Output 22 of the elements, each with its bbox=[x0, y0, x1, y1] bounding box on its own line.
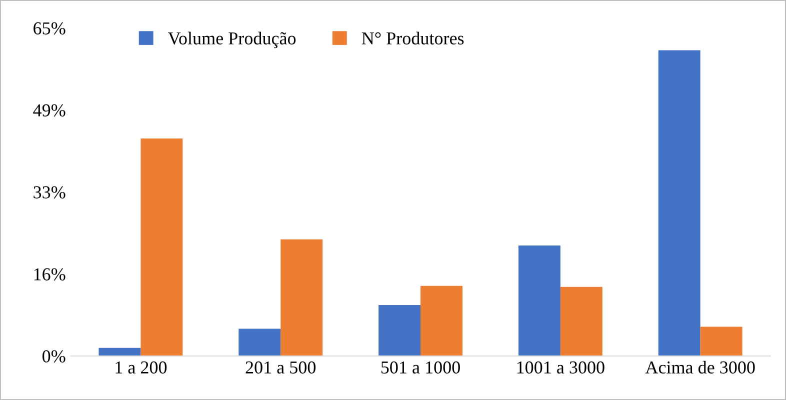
bar bbox=[518, 245, 560, 356]
legend-label: Volume Produção bbox=[168, 32, 296, 48]
y-tick-label: 65% bbox=[34, 22, 66, 34]
bar bbox=[420, 286, 462, 356]
bar bbox=[700, 326, 742, 356]
bar bbox=[560, 286, 602, 356]
x-tick-label: 501 a 1000 bbox=[381, 361, 460, 374]
bar bbox=[658, 50, 700, 356]
bar bbox=[238, 328, 281, 356]
legend-label: N° Produtores bbox=[362, 32, 464, 44]
bar bbox=[140, 138, 183, 356]
y-tick-label: 16% bbox=[34, 268, 66, 280]
bar bbox=[280, 239, 323, 356]
bar bbox=[98, 348, 141, 356]
y-tick-label: 0% bbox=[42, 350, 66, 362]
x-tick-label: 201 a 500 bbox=[246, 361, 316, 374]
x-tick-label: 1001 a 3000 bbox=[517, 361, 604, 374]
y-tick-label: 33% bbox=[34, 186, 66, 198]
y-tick-label: 49% bbox=[33, 104, 66, 116]
bar bbox=[378, 305, 421, 356]
x-tick-label: 1 a 200 bbox=[116, 361, 167, 374]
x-tick-label: Acima de 3000 bbox=[645, 360, 755, 374]
